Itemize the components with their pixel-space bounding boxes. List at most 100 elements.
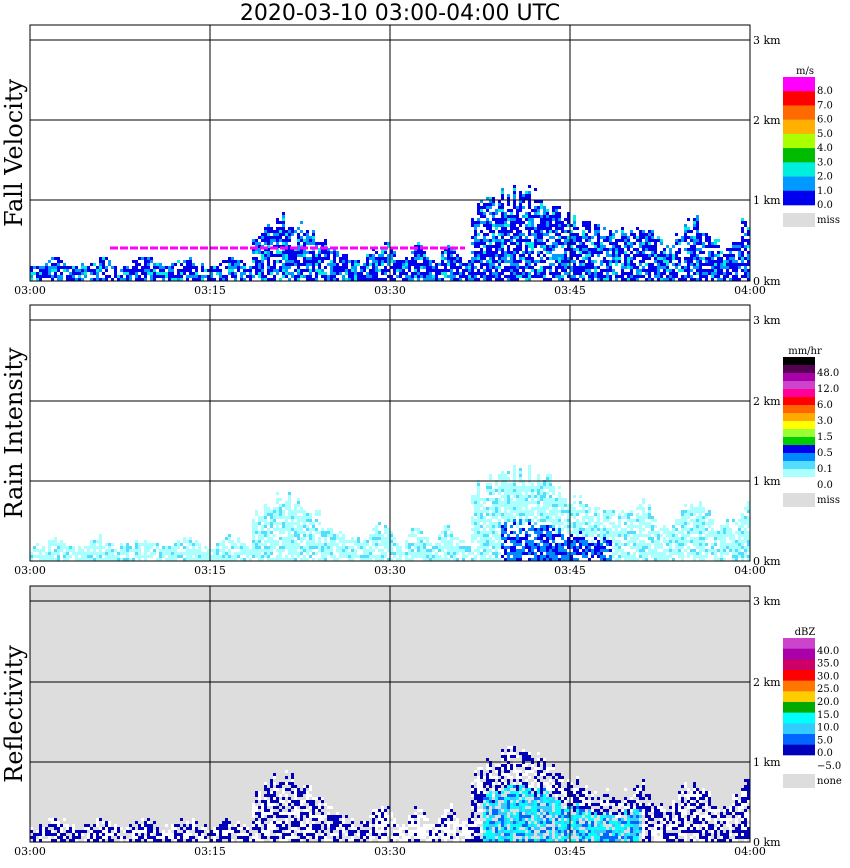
data-cell: [525, 516, 528, 519]
data-cell: [414, 251, 417, 254]
data-cell: [513, 197, 516, 200]
data-cell: [339, 537, 342, 540]
data-cell: [450, 278, 453, 281]
data-cell: [576, 236, 579, 239]
data-cell: [741, 546, 744, 549]
data-cell: [465, 269, 468, 272]
data-cell: [624, 260, 627, 263]
data-cell: [474, 233, 477, 236]
data-cell: [672, 552, 675, 555]
data-cell: [684, 525, 687, 528]
data-cell: [609, 534, 612, 537]
data-cell: [324, 251, 327, 254]
data-cell: [564, 236, 567, 239]
data-cell: [720, 528, 723, 531]
data-cell: [552, 519, 555, 522]
data-cell: [252, 543, 255, 546]
data-cell: [372, 272, 375, 275]
data-cell: [471, 278, 474, 281]
data-cell: [147, 272, 150, 275]
data-cell: [552, 504, 555, 507]
data-cell: [501, 233, 504, 236]
data-cell: [663, 549, 666, 552]
data-cell: [675, 528, 678, 531]
data-cell: [477, 221, 480, 224]
data-cell: [612, 236, 615, 239]
data-cell: [282, 522, 285, 525]
data-cell: [276, 254, 279, 257]
data-cell: [660, 239, 663, 242]
data-cell: [630, 513, 633, 516]
data-cell: [306, 513, 309, 516]
data-cell: [489, 498, 492, 501]
data-cell: [135, 269, 138, 272]
data-cell: [723, 552, 726, 555]
data-cell: [405, 278, 408, 281]
data-cell: [501, 251, 504, 254]
data-cell: [549, 218, 552, 221]
data-cell: [387, 534, 390, 537]
data-cell: [582, 543, 585, 546]
data-cell: [423, 266, 426, 269]
data-cell: [285, 540, 288, 543]
data-cell: [102, 257, 105, 260]
data-cell: [96, 555, 99, 558]
data-cell: [252, 525, 255, 528]
data-cell: [537, 519, 540, 522]
data-cell: [249, 278, 252, 281]
data-cell: [195, 272, 198, 275]
data-cell: [543, 221, 546, 224]
data-cell: [345, 266, 348, 269]
data-cell: [102, 266, 105, 269]
data-cell: [288, 260, 291, 263]
data-cell: [366, 275, 369, 278]
data-cell: [309, 275, 312, 278]
data-cell: [474, 495, 477, 498]
data-cell: [591, 272, 594, 275]
data-cell: [333, 558, 336, 561]
data-cell: [48, 836, 51, 839]
data-cell: [282, 221, 285, 224]
x-tick-label: 04:00: [734, 564, 766, 577]
data-cell: [633, 519, 636, 522]
data-cell: [474, 501, 477, 504]
data-cell: [264, 230, 267, 233]
data-cell: [546, 525, 549, 528]
data-cell: [264, 513, 267, 516]
data-cell: [114, 266, 117, 269]
data-cell: [747, 546, 750, 549]
data-cell: [555, 534, 558, 537]
data-cell: [48, 824, 51, 827]
data-cell: [672, 254, 675, 257]
data-cell: [549, 543, 552, 546]
data-cell: [717, 266, 720, 269]
data-cell: [660, 278, 663, 281]
data-cell: [525, 278, 528, 281]
data-cell: [498, 510, 501, 513]
data-cell: [282, 510, 285, 513]
data-cell: [327, 257, 330, 260]
data-cell: [552, 534, 555, 537]
data-cell: [372, 534, 375, 537]
data-cell: [360, 546, 363, 549]
data-cell: [384, 537, 387, 540]
data-cell: [264, 540, 267, 543]
data-cell: [345, 549, 348, 552]
data-cell: [552, 489, 555, 492]
data-cell: [645, 242, 648, 245]
data-cell: [747, 242, 750, 245]
data-cell: [588, 275, 591, 278]
data-cell: [627, 248, 630, 251]
data-cell: [417, 245, 420, 248]
data-cell: [552, 507, 555, 510]
data-cell: [546, 227, 549, 230]
data-cell: [291, 552, 294, 555]
data-cell: [519, 549, 522, 552]
data-cell: [492, 522, 495, 525]
data-cell: [108, 263, 111, 266]
data-cell: [627, 519, 630, 522]
data-cell: [657, 558, 660, 561]
data-cell: [501, 546, 504, 549]
data-cell: [102, 552, 105, 555]
data-cell: [516, 227, 519, 230]
